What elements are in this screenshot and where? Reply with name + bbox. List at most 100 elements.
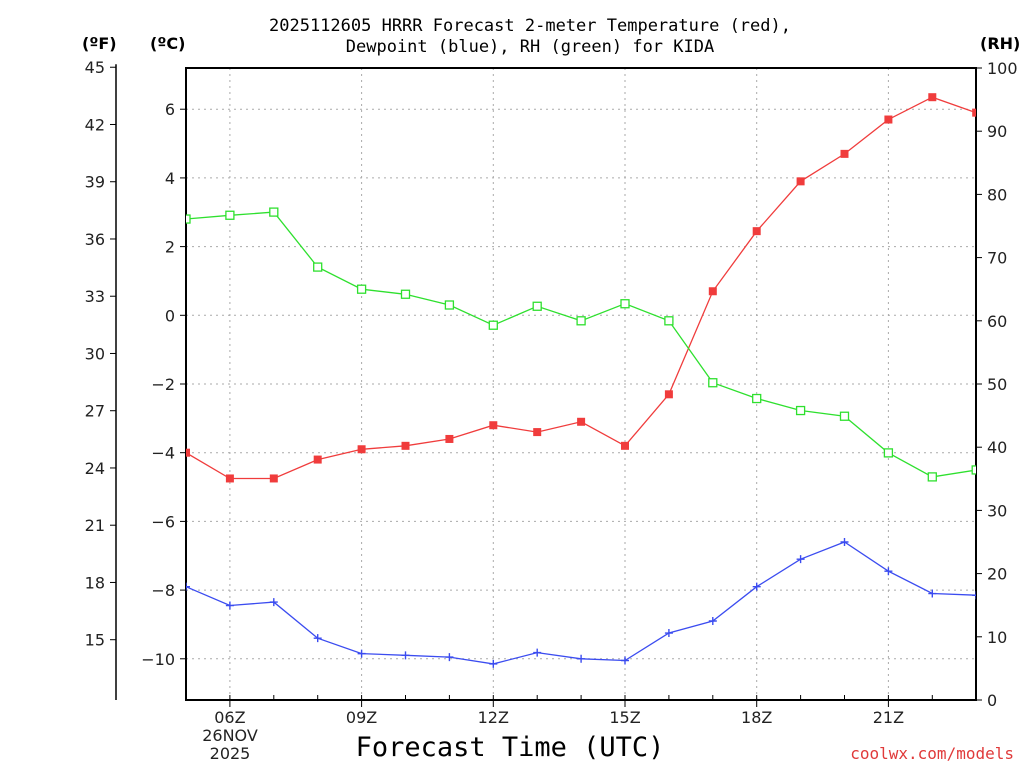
rh-point bbox=[708, 378, 718, 388]
x-tick-label: 21Z bbox=[873, 708, 904, 727]
celsius-tick-label: 6 bbox=[165, 100, 175, 119]
celsius-unit-label: (ºC) bbox=[150, 34, 186, 53]
temperature-point bbox=[357, 445, 366, 454]
rh-point bbox=[752, 393, 762, 404]
fahrenheit-tick-label: 30 bbox=[85, 344, 105, 363]
rh-point bbox=[927, 472, 937, 482]
date-year-label: 2025 bbox=[209, 744, 251, 763]
rh-line bbox=[186, 211, 976, 478]
rh-tick-label: 50 bbox=[987, 375, 1007, 394]
dewpoint-line bbox=[186, 541, 976, 665]
rh-tick-label: 40 bbox=[987, 438, 1007, 457]
temperature-point bbox=[313, 455, 322, 464]
temperature-point bbox=[796, 177, 805, 186]
temperature-point bbox=[972, 108, 976, 117]
rh-point bbox=[971, 465, 976, 475]
fahrenheit-tick-label: 42 bbox=[85, 115, 105, 134]
fahrenheit-tick-label: 36 bbox=[85, 230, 105, 249]
dewpoint-point bbox=[884, 567, 893, 576]
temperature-point bbox=[708, 287, 717, 296]
celsius-tick-label: −10 bbox=[141, 650, 175, 669]
temperature-point bbox=[489, 421, 498, 430]
rh-point bbox=[532, 301, 542, 311]
fahrenheit-tick-label: 39 bbox=[85, 173, 105, 192]
dewpoint-point bbox=[972, 591, 976, 600]
temperature-point bbox=[621, 441, 629, 450]
fahrenheit-tick-label: 21 bbox=[85, 516, 105, 535]
rh-point bbox=[186, 214, 191, 224]
dewpoint-point bbox=[621, 656, 629, 665]
chart-title-line1: 2025112605 HRRR Forecast 2-meter Tempera… bbox=[269, 16, 791, 36]
x-tick-label: 09Z bbox=[346, 708, 377, 727]
temperature-point bbox=[401, 441, 410, 450]
rh-point bbox=[444, 300, 455, 310]
rh-point bbox=[883, 448, 894, 458]
fahrenheit-tick-label: 24 bbox=[85, 459, 105, 478]
rh-point bbox=[620, 299, 630, 309]
chart-title-line2: Dewpoint (blue), RH (green) for KIDA bbox=[345, 37, 715, 57]
dewpoint-series bbox=[186, 538, 976, 668]
temperature-point bbox=[752, 227, 761, 236]
rh-tick-label: 70 bbox=[987, 249, 1007, 268]
temperature-point bbox=[186, 448, 190, 457]
dewpoint-point bbox=[796, 555, 805, 564]
rh-point bbox=[356, 284, 367, 294]
dewpoint-point bbox=[840, 538, 849, 546]
rh-tick-label: 30 bbox=[987, 501, 1007, 520]
temperature-point bbox=[269, 474, 278, 483]
rh-tick-label: 60 bbox=[987, 312, 1007, 331]
x-tick-label: 12Z bbox=[478, 708, 509, 727]
dewpoint-point bbox=[357, 649, 366, 658]
rh-tick-label: 100 bbox=[987, 59, 1018, 78]
temperature-point bbox=[840, 149, 849, 158]
dewpoint-point bbox=[269, 598, 278, 607]
dewpoint-point bbox=[225, 601, 234, 610]
x-tick-label: 18Z bbox=[741, 708, 772, 727]
temperature-point bbox=[445, 434, 454, 443]
dewpoint-point bbox=[577, 654, 586, 663]
temperature-point bbox=[664, 390, 673, 399]
celsius-tick-label: −2 bbox=[151, 375, 175, 394]
temperature-point bbox=[225, 474, 234, 483]
rh-point bbox=[269, 207, 279, 217]
celsius-tick-label: 2 bbox=[165, 238, 175, 257]
rh-point bbox=[313, 262, 323, 272]
dewpoint-point bbox=[489, 659, 498, 668]
dewpoint-point bbox=[445, 653, 454, 662]
celsius-tick-label: 0 bbox=[165, 306, 175, 325]
fahrenheit-unit-label: (ºF) bbox=[82, 34, 117, 53]
rh-point bbox=[795, 405, 806, 416]
rh-unit-label: (RH) bbox=[980, 34, 1021, 53]
rh-tick-label: 90 bbox=[987, 122, 1007, 141]
dewpoint-point bbox=[401, 651, 410, 660]
rh-tick-label: 80 bbox=[987, 185, 1007, 204]
dewpoint-point bbox=[313, 634, 322, 643]
rh-series bbox=[186, 207, 976, 482]
fahrenheit-tick-label: 45 bbox=[85, 58, 105, 77]
rh-point bbox=[225, 210, 235, 220]
temperature-point bbox=[533, 428, 542, 437]
rh-tick-label: 0 bbox=[987, 691, 997, 710]
dewpoint-point bbox=[186, 582, 190, 591]
x-axis-title: Forecast Time (UTC) bbox=[355, 732, 665, 763]
x-tick-label: 15Z bbox=[609, 708, 640, 727]
rh-point bbox=[576, 316, 586, 326]
celsius-tick-label: −4 bbox=[151, 444, 175, 463]
dewpoint-point bbox=[928, 589, 937, 598]
rh-point bbox=[839, 411, 850, 421]
temperature-point bbox=[928, 93, 937, 102]
dewpoint-point bbox=[664, 629, 673, 638]
temperature-point bbox=[884, 115, 893, 124]
fahrenheit-tick-label: 15 bbox=[85, 631, 105, 650]
temperature-point bbox=[577, 417, 586, 426]
rh-point bbox=[664, 316, 674, 326]
x-tick-label: 06Z bbox=[214, 708, 245, 727]
fahrenheit-tick-label: 33 bbox=[85, 287, 105, 306]
dewpoint-point bbox=[708, 617, 717, 625]
dewpoint-point bbox=[752, 582, 761, 591]
celsius-tick-label: 4 bbox=[165, 169, 175, 188]
plot-frame bbox=[185, 67, 977, 701]
fahrenheit-tick-label: 18 bbox=[85, 573, 105, 592]
credit-link[interactable]: coolwx.com/models bbox=[850, 744, 1014, 763]
